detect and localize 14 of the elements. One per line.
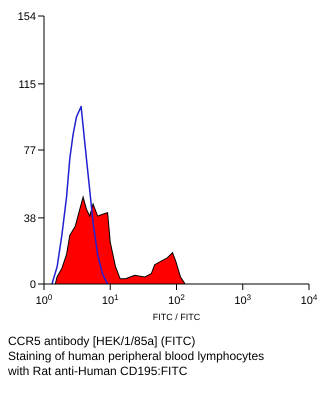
x-tick-label: 10$^{1}$ — [102, 292, 120, 307]
y-tick-label: 0 — [30, 278, 36, 291]
x-tick-label: 10$^{4}$ — [300, 292, 318, 307]
x-tick-label: 10$^{2}$ — [168, 292, 186, 307]
text: with Rat anti-Human CD195:FITC — [8, 364, 188, 379]
text: Staining of human peripheral blood lymphocytes — [8, 349, 266, 364]
y-tick-label: 115 — [18, 78, 36, 91]
y-tick-label: 38 — [24, 212, 36, 225]
x-tick-label: 10$^{0}$ — [36, 292, 53, 307]
text: CCR5 antibody [HEK/1/85a] (FITC) — [8, 334, 196, 349]
x-axis-title: FITC / FITC — [152, 312, 201, 322]
y-tick-label: 77 — [24, 144, 36, 157]
y-tick-label: 154 — [18, 10, 36, 23]
x-tick-label: 10$^{3}$ — [234, 292, 252, 307]
